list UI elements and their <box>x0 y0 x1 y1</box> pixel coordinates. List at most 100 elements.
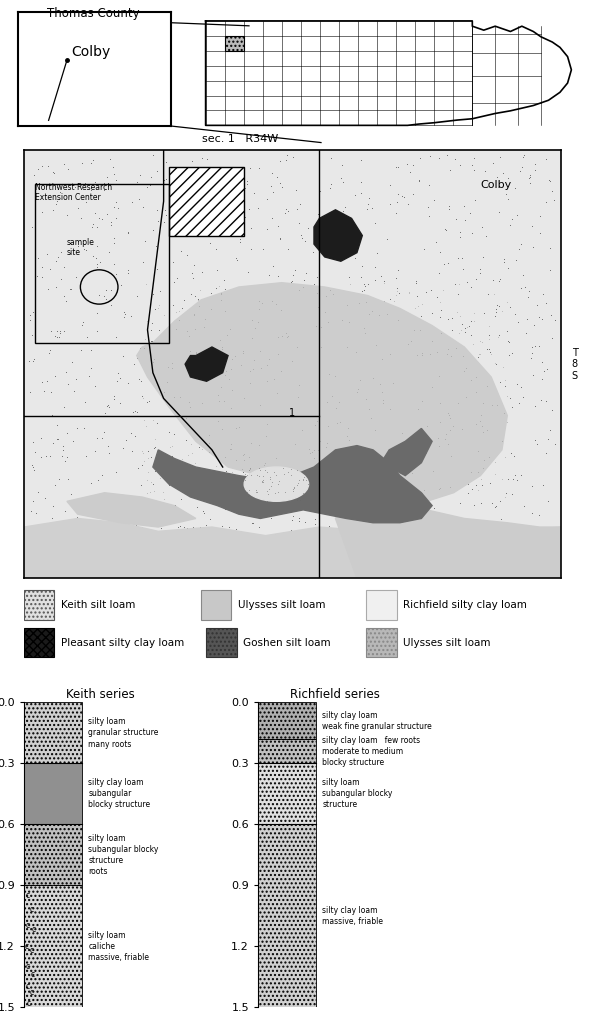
Point <box>233 166 242 183</box>
Point <box>29 351 39 368</box>
Point <box>392 283 401 300</box>
Point <box>297 421 307 438</box>
Point <box>40 545 49 562</box>
Point <box>515 241 524 257</box>
Point <box>80 394 90 410</box>
Text: silty clay loam
subangular
blocky structure: silty clay loam subangular blocky struct… <box>88 778 151 810</box>
Point <box>482 341 491 357</box>
Point <box>229 535 238 552</box>
Point <box>107 489 117 505</box>
Point <box>160 351 169 368</box>
Point <box>29 462 39 478</box>
Point <box>100 175 109 191</box>
Polygon shape <box>24 519 561 578</box>
Point <box>547 402 557 418</box>
Point <box>359 428 369 444</box>
Point <box>542 362 552 378</box>
Point <box>512 207 522 223</box>
Point <box>410 333 420 349</box>
Point <box>330 452 340 469</box>
Point <box>82 242 91 258</box>
Point <box>428 529 438 545</box>
Point <box>454 395 463 411</box>
Point <box>286 274 296 290</box>
Point <box>244 200 254 217</box>
Point <box>77 408 86 425</box>
Point <box>432 389 442 406</box>
Point <box>380 452 389 469</box>
Bar <box>366 591 397 620</box>
Point <box>301 468 310 484</box>
Point <box>201 300 211 316</box>
Point <box>80 563 90 580</box>
Point <box>292 200 302 217</box>
Point <box>165 438 175 455</box>
Point <box>52 195 61 212</box>
Point <box>247 495 256 511</box>
Point <box>283 204 293 220</box>
Point <box>385 401 395 417</box>
Point <box>28 459 38 475</box>
Point <box>518 389 528 406</box>
Point <box>544 171 554 188</box>
Point <box>99 182 109 198</box>
Point <box>325 462 335 478</box>
Point <box>262 493 272 509</box>
Point <box>510 467 520 483</box>
Point <box>41 532 50 549</box>
Point <box>146 474 156 491</box>
Point <box>329 286 338 303</box>
Point <box>432 461 442 477</box>
Point <box>220 392 230 408</box>
Point <box>471 476 481 493</box>
Point <box>31 505 41 522</box>
Point <box>196 211 205 227</box>
Point <box>277 464 287 480</box>
Point <box>547 542 556 559</box>
Point <box>415 150 425 166</box>
Point <box>377 269 386 285</box>
Point <box>47 323 56 340</box>
Point <box>97 467 107 483</box>
Point <box>504 346 514 363</box>
Point <box>418 490 427 506</box>
Point <box>147 333 157 349</box>
Point <box>137 387 146 404</box>
Point <box>335 440 344 457</box>
Point <box>33 484 43 501</box>
Point <box>177 477 187 494</box>
Point <box>266 178 275 194</box>
Point <box>96 538 106 555</box>
Point <box>409 157 418 174</box>
Point <box>209 487 218 503</box>
Point <box>160 201 170 218</box>
Point <box>150 301 160 317</box>
Point <box>227 464 236 480</box>
Point <box>33 160 43 177</box>
Point <box>501 186 511 202</box>
Point <box>244 357 254 374</box>
Point <box>482 421 492 438</box>
Point <box>399 340 409 356</box>
Point <box>471 456 481 472</box>
Point <box>409 410 419 427</box>
Point <box>493 560 502 576</box>
Point <box>191 480 200 497</box>
Point <box>286 461 296 477</box>
Point <box>335 414 345 431</box>
Point <box>469 161 478 178</box>
Point <box>342 533 352 550</box>
Point <box>40 383 49 400</box>
Point <box>188 525 198 541</box>
Point <box>79 236 89 252</box>
Point <box>436 302 446 318</box>
Point <box>335 474 344 491</box>
Point <box>289 481 298 498</box>
Point <box>293 476 302 493</box>
Point <box>503 259 513 276</box>
Point <box>243 312 253 328</box>
Point <box>53 192 62 209</box>
Point <box>152 162 162 179</box>
Point <box>515 163 525 180</box>
Point <box>423 451 433 468</box>
